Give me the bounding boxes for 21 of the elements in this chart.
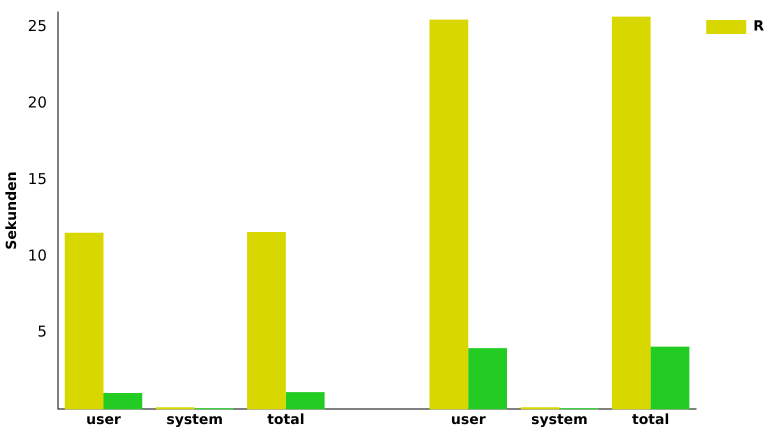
y-tick-label: 15 xyxy=(28,170,47,188)
bar xyxy=(64,232,104,410)
y-tick-label: 20 xyxy=(28,94,47,112)
x-tick-label: user xyxy=(450,412,486,428)
y-tick-label: 10 xyxy=(28,246,47,264)
y-axis-title: Sekunden xyxy=(4,171,20,250)
x-tick-label: total xyxy=(267,412,304,428)
bar xyxy=(286,392,325,410)
bar xyxy=(429,20,468,410)
y-tick-label: 5 xyxy=(37,322,47,341)
bar xyxy=(468,348,507,410)
x-tick-label: user xyxy=(86,412,121,428)
y-tick-label: 25 xyxy=(28,17,47,36)
bar xyxy=(103,393,142,410)
bar xyxy=(612,16,651,410)
x-tick-label: total xyxy=(632,412,670,428)
bar xyxy=(650,346,690,410)
bar xyxy=(247,232,286,410)
x-tick-label: system xyxy=(166,412,223,428)
x-tick-label: system xyxy=(531,412,588,428)
legend-label: R xyxy=(753,18,764,35)
